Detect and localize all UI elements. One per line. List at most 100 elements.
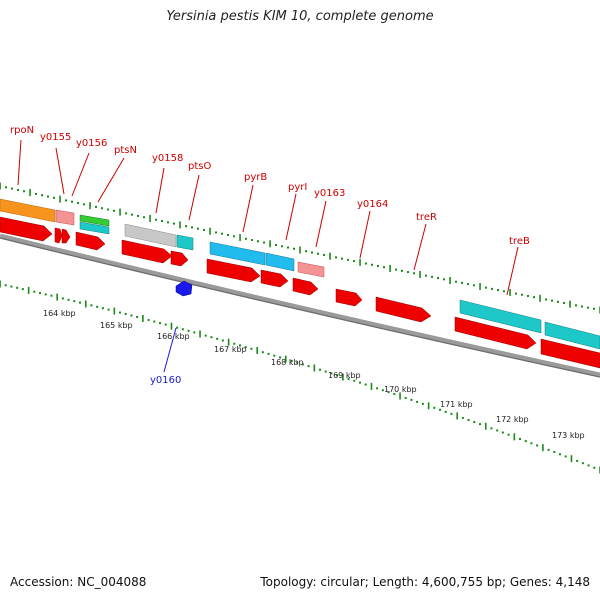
cds-arrow — [292, 277, 319, 296]
tick-mark-major — [419, 270, 421, 278]
gene-y0163-box — [297, 261, 325, 278]
cds-arrow — [375, 296, 432, 323]
cds-arrow — [75, 231, 106, 251]
gene-pyri-box — [265, 252, 295, 272]
tick-mark-minor — [521, 293, 523, 296]
tick-mark-major — [119, 208, 121, 216]
tick-mark-minor — [450, 412, 453, 415]
cds-arrow — [61, 228, 71, 244]
tick-mark-minor — [559, 453, 561, 456]
topology-text: Topology: circular; Length: 4,600,755 bp… — [260, 575, 590, 589]
tick-mark-minor — [444, 410, 447, 413]
cds-arrow — [54, 227, 63, 244]
tick-mark-major — [56, 293, 58, 301]
tick-mark-minor — [167, 221, 169, 224]
tick-mark-major — [239, 234, 241, 242]
genome-backbone-shadow — [0, 237, 600, 378]
tick-mark-minor — [90, 304, 93, 307]
tick-mark-minor — [155, 218, 157, 221]
tick-mark-major — [199, 330, 201, 338]
tick-mark-minor — [421, 402, 424, 405]
tick-mark-minor — [11, 187, 13, 190]
kbp-label: 169 kbp — [328, 371, 361, 380]
kbp-label: 168 kbp — [271, 358, 304, 367]
tick-mark-major — [539, 294, 541, 302]
tick-mark-minor — [181, 328, 184, 331]
tick-mark-minor — [330, 372, 333, 375]
tick-mark-major — [179, 221, 181, 229]
tick-mark-minor — [273, 354, 276, 357]
tick-mark-minor — [261, 351, 264, 354]
tick-mark-major — [299, 246, 301, 254]
feature-track — [0, 198, 600, 350]
tick-mark-major — [399, 392, 401, 400]
tick-mark-major — [513, 433, 516, 441]
tick-mark-minor — [593, 307, 595, 310]
tick-mark-minor — [96, 305, 99, 308]
kbp-label: 173 kbp — [552, 431, 585, 440]
tick-mark-minor — [107, 308, 110, 311]
gene-label-rpon: rpoN — [10, 125, 34, 136]
tick-mark-minor — [79, 301, 81, 304]
tick-mark-minor — [587, 306, 589, 309]
kbp-label: 170 kbp — [384, 385, 417, 394]
gene-label-pyrb: pyrB — [244, 172, 267, 183]
tick-mark-minor — [437, 277, 439, 280]
leader-ptso — [188, 174, 200, 221]
tick-mark-minor — [137, 214, 139, 217]
tick-mark-minor — [53, 196, 55, 199]
tick-mark-minor — [587, 464, 590, 467]
tick-mark-minor — [290, 359, 293, 362]
cds-arrow — [170, 250, 189, 267]
kbp-label: 166 kbp — [157, 332, 190, 341]
kbp-label: 164 kbp — [43, 309, 76, 318]
tick-mark-minor — [371, 263, 373, 266]
tick-mark-minor — [204, 334, 207, 337]
tick-mark-minor — [383, 266, 385, 269]
tick-mark-minor — [147, 318, 150, 321]
tick-mark-minor — [245, 237, 247, 240]
leader-rpon — [17, 139, 22, 186]
tick-mark-minor — [221, 232, 223, 235]
tick-mark-minor — [501, 431, 504, 434]
cds-arrow — [540, 338, 600, 369]
tick-mark-minor — [21, 288, 24, 291]
gene-labels: rpoN y0155 y0156 ptsN y0158 ptsO pyrB py… — [10, 125, 530, 386]
tick-mark-minor — [461, 416, 464, 419]
gene-label-pyri: pyrI — [288, 182, 307, 193]
gene-label-ptsn: ptsN — [114, 145, 137, 156]
tick-mark-minor — [507, 433, 510, 436]
tick-mark-major — [142, 314, 144, 322]
tick-mark-minor — [593, 466, 596, 469]
tick-mark-major — [113, 307, 116, 315]
tick-mark-minor — [293, 247, 295, 250]
tick-mark-minor — [491, 287, 493, 290]
tick-mark-minor — [10, 285, 13, 288]
tick-mark-minor — [377, 264, 379, 267]
tick-mark-minor — [5, 186, 7, 189]
tick-mark-minor — [324, 370, 327, 373]
gene-label-y0163: y0163 — [314, 188, 345, 199]
gene-label-ptso: ptsO — [188, 161, 211, 172]
leader-trer — [413, 223, 427, 271]
tick-mark-minor — [35, 192, 37, 195]
tick-mark-minor — [39, 292, 41, 295]
tick-mark-minor — [61, 297, 64, 300]
tick-mark-minor — [536, 444, 539, 447]
tick-mark-minor — [47, 195, 49, 198]
label-leaders — [17, 139, 519, 373]
tick-mark-minor — [33, 290, 36, 293]
tick-mark-minor — [244, 346, 247, 349]
tick-mark-major — [269, 240, 271, 248]
tick-mark-minor — [490, 427, 493, 430]
tick-mark-minor — [296, 361, 299, 364]
tick-mark-minor — [455, 280, 457, 283]
tick-mark-minor — [413, 272, 415, 275]
tick-mark-minor — [545, 298, 547, 301]
tick-mark-minor — [197, 227, 199, 230]
outer-tick-track — [0, 182, 600, 314]
tick-mark-major — [370, 382, 373, 390]
gene-rpon-box — [0, 198, 56, 223]
tick-mark-minor — [227, 234, 229, 237]
